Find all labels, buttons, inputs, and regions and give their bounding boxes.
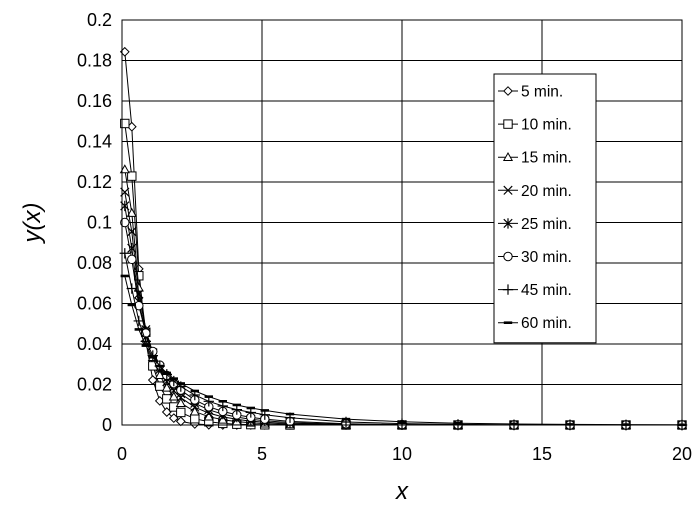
- data-point: [246, 406, 255, 410]
- legend-marker: [502, 151, 514, 162]
- y-axis-label: y(x): [19, 203, 46, 245]
- y-tick-label: 0.06: [77, 294, 112, 314]
- legend-item: 5 min.: [498, 84, 563, 101]
- legend-label: 45 min.: [521, 282, 572, 299]
- data-point: [134, 289, 144, 299]
- legend-item: 25 min.: [498, 216, 572, 233]
- legend-marker: [503, 119, 513, 129]
- x-tick-label: 0: [117, 444, 127, 464]
- data-point: [285, 412, 295, 416]
- plot-area-frame: [121, 19, 683, 426]
- data-point: [168, 391, 179, 401]
- y-tick-label: 0.14: [77, 132, 112, 152]
- data-point: [509, 422, 519, 426]
- x-axis-label: x: [395, 478, 409, 505]
- x-tick-label: 10: [392, 444, 412, 464]
- data-point: [218, 400, 227, 403]
- data-point: [175, 397, 186, 407]
- data-point: [162, 371, 171, 375]
- data-point: [397, 420, 407, 424]
- data-point: [190, 414, 200, 424]
- legend-label: 15 min.: [521, 150, 572, 167]
- legend-box: [493, 73, 597, 344]
- legend-label: 10 min.: [521, 117, 572, 134]
- data-point: [127, 303, 136, 307]
- y-tick-label: 0.2: [87, 10, 112, 30]
- legend-marker: [503, 218, 513, 229]
- data-point: [175, 416, 186, 427]
- data-point: [169, 377, 178, 380]
- data-point: [119, 164, 130, 174]
- data-point: [161, 369, 172, 380]
- y-tick-label: 0.08: [77, 253, 112, 273]
- legend-marker: [503, 185, 513, 195]
- legend-item: 60 min.: [498, 315, 572, 332]
- data-point: [260, 409, 269, 412]
- tick-labels: 0 0.02 0.04 0.06 0.08 0.1 0.12 0.14 0.16 0.18 0.2 0…: [77, 10, 692, 464]
- data-point: [120, 217, 130, 228]
- x-tick-label: 15: [532, 444, 552, 464]
- data-point: [204, 395, 213, 398]
- y-tick-label: 0.16: [77, 91, 112, 111]
- data-point: [176, 407, 186, 418]
- data-point: [119, 248, 130, 259]
- legend: 5 min. 10 min. 15 min. 20 min. 25 min. 30 min…: [493, 73, 597, 344]
- data-point: [127, 254, 137, 265]
- legend-item: 30 min.: [498, 249, 572, 266]
- data-point: [453, 421, 463, 425]
- data-point: [155, 364, 164, 368]
- data-point: [133, 315, 144, 327]
- data-point: [120, 274, 129, 278]
- legend-label: 20 min.: [521, 183, 572, 200]
- data-point: [232, 403, 241, 407]
- legend-marker: [502, 284, 514, 295]
- data-point: [134, 328, 143, 331]
- data-point: [120, 118, 130, 129]
- legend-marker: [503, 251, 513, 262]
- data-point: [341, 417, 351, 421]
- x-tick-label: 5: [257, 444, 267, 464]
- legend-label: 5 min.: [521, 84, 563, 101]
- y-tick-label: 0: [102, 415, 112, 435]
- y-tick-label: 0.1: [87, 213, 112, 233]
- legend-item: 45 min.: [498, 282, 572, 299]
- data-point: [161, 382, 172, 392]
- data-point: [189, 406, 200, 416]
- legend-marker: [503, 321, 513, 324]
- legend-label: 30 min.: [521, 249, 572, 266]
- data-point: [203, 411, 214, 421]
- data-point: [148, 355, 157, 359]
- legend-marker: [503, 86, 513, 96]
- series-8: [120, 274, 687, 427]
- legend-label: 25 min.: [521, 216, 572, 233]
- legend-item: 15 min.: [498, 150, 572, 167]
- data-point: [176, 382, 185, 385]
- y-tick-label: 0.04: [77, 334, 112, 354]
- legend-item: 20 min.: [498, 183, 572, 200]
- data-point: [141, 344, 150, 347]
- y-tick-label: 0.12: [77, 172, 112, 192]
- legend-label: 60 min.: [521, 315, 572, 332]
- y-tick-label: 0.18: [77, 51, 112, 71]
- legend-item: 10 min.: [498, 117, 572, 134]
- data-point: [396, 418, 408, 429]
- data-point: [190, 389, 199, 393]
- data-point: [126, 207, 137, 217]
- data-point: [565, 423, 575, 426]
- data-point: [127, 171, 137, 181]
- data-point: [155, 381, 165, 391]
- x-tick-label: 20: [672, 444, 692, 464]
- y-tick-label: 0.02: [77, 375, 112, 395]
- data-point: [147, 350, 158, 361]
